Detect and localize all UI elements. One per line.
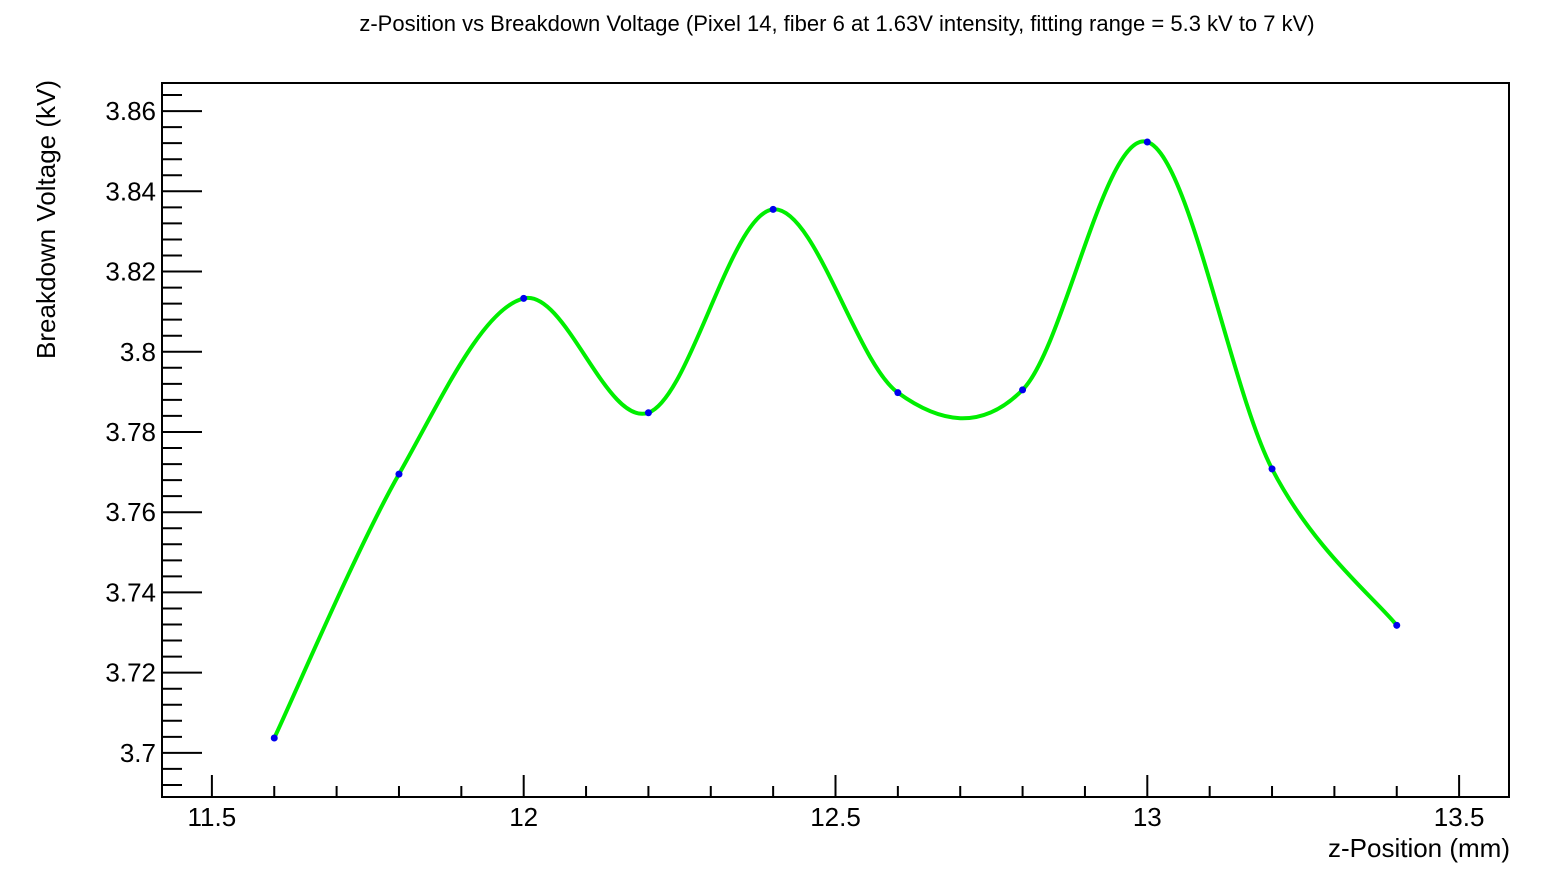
data-point: [270, 734, 278, 742]
y-tick-label: 3.84: [105, 176, 156, 206]
y-tick-label: 3.76: [105, 497, 156, 527]
y-tick-label: 3.7: [120, 738, 156, 768]
data-point: [644, 409, 652, 417]
data-point: [894, 389, 902, 397]
x-tick-label: 12: [509, 802, 538, 832]
y-axis-label: Breakdown Voltage (kV): [31, 80, 61, 359]
data-point: [1393, 621, 1401, 629]
data-point: [520, 294, 528, 302]
plot-frame: [161, 82, 1510, 798]
series-curve: [272, 139, 1399, 739]
y-tick-label: 3.8: [120, 337, 156, 367]
data-point: [395, 470, 403, 478]
series-layer: [270, 138, 1401, 742]
data-point: [1143, 138, 1151, 146]
data-point: [1019, 386, 1027, 394]
x-axis: 11.5 12 12.5 13 13.5: [188, 775, 1485, 832]
data-point: [1268, 465, 1276, 473]
y-tick-label: 3.82: [105, 257, 156, 287]
x-tick-label: 13.5: [1434, 802, 1485, 832]
y-tick-label: 3.78: [105, 417, 156, 447]
y-axis: 3.7 3.72 3.74 3.76 3.78 3.8 3.82 3.84 3.86: [105, 94, 202, 786]
y-tick-label: 3.72: [105, 658, 156, 688]
x-axis-label: z-Position (mm): [1328, 833, 1510, 863]
chart-title: z-Position vs Breakdown Voltage (Pixel 1…: [359, 11, 1314, 36]
x-tick-label: 12.5: [810, 802, 861, 832]
data-point: [769, 205, 777, 213]
x-tick-label: 13: [1133, 802, 1162, 832]
y-tick-label: 3.74: [105, 577, 156, 607]
y-tick-label: 3.86: [105, 96, 156, 126]
x-tick-label: 11.5: [188, 802, 237, 832]
